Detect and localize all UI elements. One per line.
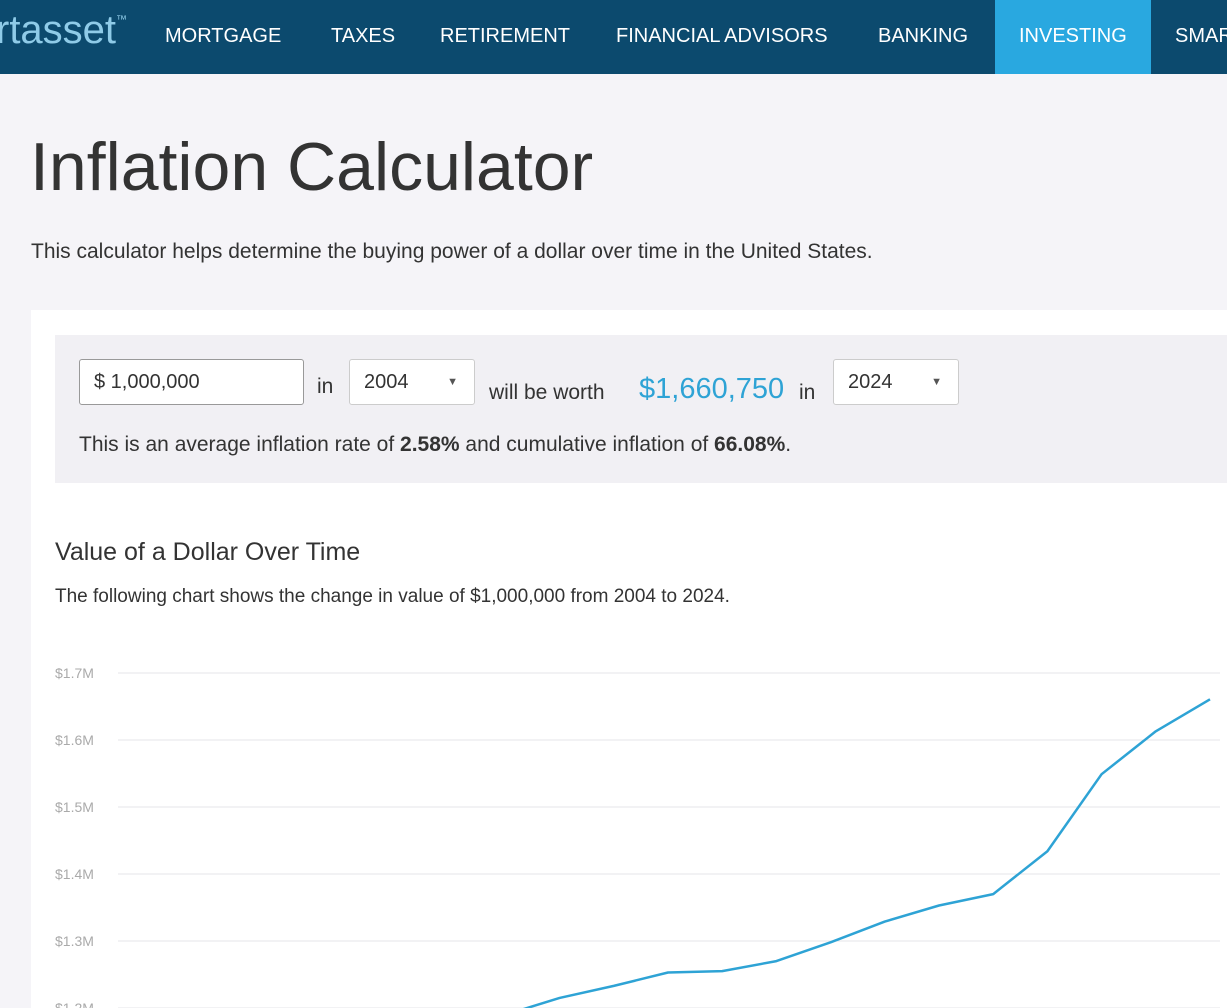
nav-item[interactable]: TAXES [331, 25, 396, 47]
summary-value: 66.08% [714, 433, 786, 456]
nav-item[interactable]: MORTGAGE [165, 25, 282, 47]
logo[interactable]: rtasset™ [0, 8, 127, 53]
calculator: $ 1,000,000 in 2004 ▼ will be worth $1,66… [55, 335, 1227, 483]
description: This calculator helps determine the buyi… [31, 240, 873, 263]
label: in [317, 375, 334, 398]
caret: ▼ [931, 376, 942, 388]
nav-item[interactable]: SMAR [1175, 25, 1227, 47]
y-tick-label: $1.2M [55, 1000, 94, 1008]
nav-item[interactable]: BANKING [878, 25, 969, 47]
summary-value: 2.58% [400, 433, 460, 456]
chart: $1.2M $1.3M $1.4M $1.5M $1.6M $1.7M [55, 665, 1220, 1008]
start-year: 2004 [364, 371, 409, 393]
amount-text: $ 1,000,000 [94, 371, 200, 393]
logo-text: rtasset [0, 8, 117, 52]
y-tick-label: $1.3M [55, 933, 94, 949]
page-title: Inflation Calculator [30, 129, 594, 205]
start-year-select[interactable]: 2004 ▼ [349, 359, 475, 405]
caret: ▼ [447, 376, 458, 388]
label: will be worth [489, 381, 605, 404]
result: $1,660,750 [639, 373, 785, 405]
y-tick-label: $1.5M [55, 799, 94, 815]
nav-item[interactable]: RETIREMENT [440, 25, 570, 47]
summary: This is an average inflation rate of 2.5… [79, 433, 791, 457]
chart-title: Value of a Dollar Over Time [55, 538, 361, 566]
end-year-select[interactable]: 2024 ▼ [833, 359, 959, 405]
nav-item[interactable]: FINANCIAL ADVISORS [616, 25, 828, 47]
summary-text: This is an average inflation rate of [79, 433, 401, 456]
nav-item[interactable]: INVESTING [995, 0, 1151, 74]
data-line [522, 698, 1211, 1008]
amount-input[interactable]: $ 1,000,000 [79, 359, 304, 405]
y-tick-label: $1.6M [55, 732, 94, 748]
y-tick-label: $1.4M [55, 866, 94, 882]
summary-text: . [785, 433, 792, 456]
summary-text: and cumulative inflation of [459, 433, 715, 456]
end-year: 2024 [848, 371, 893, 393]
label: in [799, 381, 816, 404]
chart-subtitle: The following chart shows the change in … [55, 586, 730, 607]
nav-bar: rtasset™ MORTGAGE TAXES RETIREMENT FINANCIA… [0, 0, 1227, 74]
logo-mark: ™ [116, 14, 128, 26]
y-tick-label: $1.7M [55, 665, 94, 681]
